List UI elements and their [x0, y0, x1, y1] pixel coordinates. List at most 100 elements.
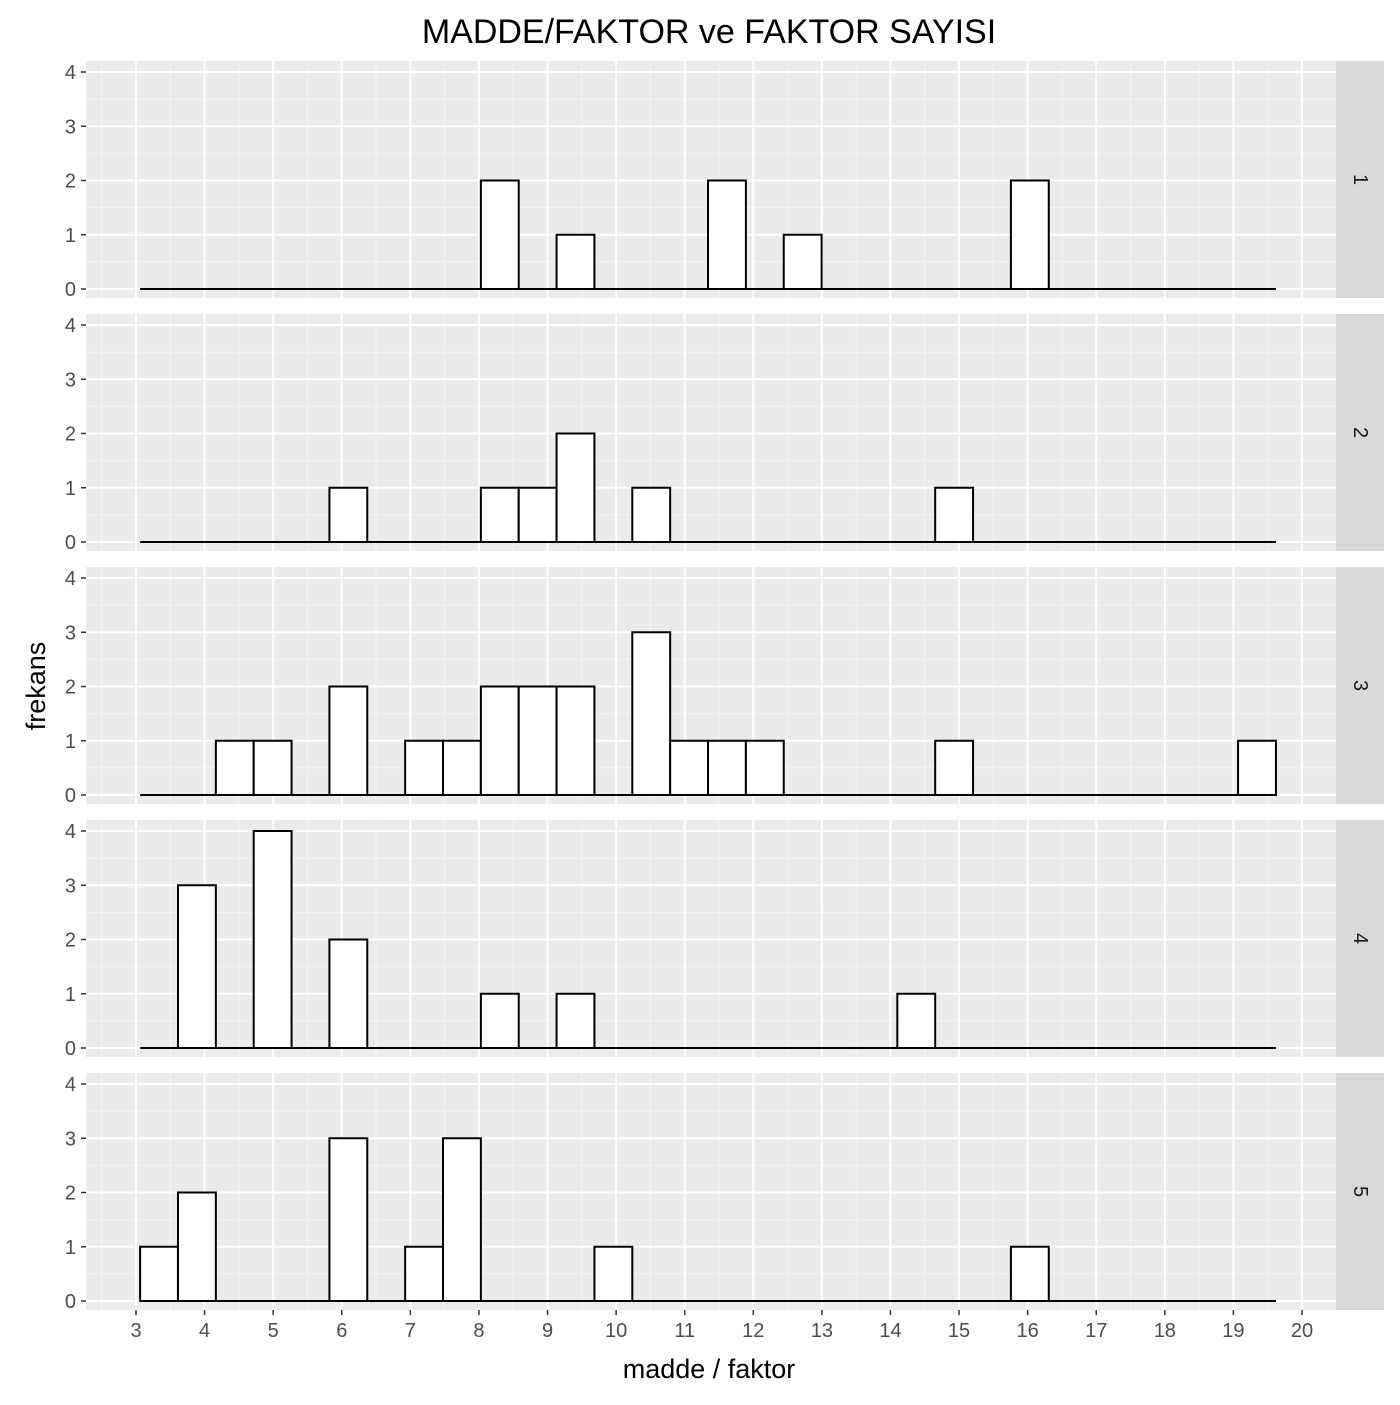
histogram-bar — [896, 992, 937, 1049]
histogram-bar — [328, 486, 369, 543]
y-tick-label: 3 — [65, 622, 76, 644]
facet-strip-label: 2 — [1349, 427, 1371, 438]
facet-panel-5: 0 1 2 3 4 5 — [65, 1073, 1384, 1313]
histogram-bar — [555, 432, 596, 543]
x-tick-label: 5 — [268, 1320, 279, 1342]
x-tick-label: 6 — [336, 1320, 347, 1342]
x-tick-label: 10 — [605, 1320, 627, 1342]
x-tick-label: 7 — [405, 1320, 416, 1342]
x-tick-label: 12 — [742, 1320, 764, 1342]
y-tick-label: 0 — [65, 1038, 76, 1060]
histogram-bar — [631, 486, 672, 543]
y-tick-label: 0 — [65, 279, 76, 301]
histogram-bar — [479, 179, 520, 290]
histogram-bar — [442, 739, 482, 796]
x-axis-title: madde / faktor — [623, 1354, 796, 1384]
y-tick-label: 0 — [65, 532, 76, 554]
histogram-bar — [555, 992, 596, 1049]
facet-strip-label: 3 — [1349, 680, 1371, 691]
histogram-bar — [744, 739, 785, 796]
x-tick-label: 15 — [948, 1320, 970, 1342]
y-tick-label: 4 — [65, 62, 76, 84]
y-tick-label: 3 — [65, 875, 76, 897]
histogram-bar — [593, 1245, 634, 1302]
histogram-bar — [404, 1245, 445, 1302]
histogram-bar — [1009, 1245, 1050, 1302]
x-tick-label: 17 — [1085, 1320, 1107, 1342]
y-tick-label: 1 — [65, 478, 76, 500]
y-tick-label: 1 — [65, 984, 76, 1006]
facet-strip — [1336, 820, 1384, 1057]
facets-layer: 0 1 2 3 4 1 0 1 2 3 4 2 0 1 2 3 4 3 0 1 2 3 4 4 0 1 2 3 4 5 — [65, 61, 1384, 1313]
y-tick-label: 0 — [65, 1291, 76, 1313]
y-tick-label: 4 — [65, 568, 76, 590]
facet-panel-2: 0 1 2 3 4 2 — [65, 314, 1384, 554]
y-tick-label: 3 — [65, 116, 76, 138]
chart-title: MADDE/FAKTOR ve FAKTOR SAYISI — [422, 13, 996, 51]
histogram-bar — [479, 685, 520, 796]
y-tick-label: 3 — [65, 1128, 76, 1150]
histogram-bar — [176, 1191, 217, 1302]
y-tick-label: 4 — [65, 1074, 76, 1096]
y-tick-label: 2 — [65, 1183, 76, 1205]
x-tick-label: 16 — [1017, 1320, 1039, 1342]
histogram-bar — [328, 1137, 369, 1302]
y-axis-title: frekans — [21, 642, 51, 731]
histogram-bar — [934, 486, 975, 543]
facet-strip — [1336, 314, 1384, 551]
histogram-bar — [139, 1245, 179, 1302]
facet-panel-1: 0 1 2 3 4 1 — [65, 61, 1384, 301]
y-tick-label: 2 — [65, 930, 76, 952]
x-tick-label: 8 — [473, 1320, 484, 1342]
y-tick-label: 1 — [65, 1237, 76, 1259]
histogram-bar — [442, 1137, 482, 1302]
x-axis: 3 4 5 6 7 8 9 10 11 12 13 14 15 16 17 18 19 20 — [130, 1310, 1313, 1342]
histogram-bar — [176, 884, 217, 1049]
facet-strip — [1336, 567, 1384, 804]
facet-panel-4: 0 1 2 3 4 4 — [65, 820, 1384, 1060]
x-tick-label: 20 — [1291, 1320, 1313, 1342]
x-tick-label: 9 — [542, 1320, 553, 1342]
histogram-bar — [707, 179, 747, 290]
histogram-bar — [214, 739, 255, 796]
y-tick-label: 4 — [65, 821, 76, 843]
x-tick-label: 19 — [1222, 1320, 1244, 1342]
y-tick-label: 2 — [65, 677, 76, 699]
histogram-bar — [555, 685, 596, 796]
y-tick-label: 2 — [65, 171, 76, 193]
histogram-bar — [517, 685, 558, 796]
histogram-bar — [328, 938, 369, 1049]
y-tick-label: 0 — [65, 785, 76, 807]
facet-strip-label: 5 — [1349, 1186, 1371, 1197]
x-tick-label: 3 — [130, 1320, 141, 1342]
facet-strip-label: 1 — [1349, 174, 1371, 185]
histogram-bar — [1237, 739, 1277, 796]
facet-strip-label: 4 — [1349, 933, 1371, 944]
x-tick-label: 11 — [674, 1320, 695, 1342]
histogram-bar — [479, 486, 520, 543]
y-tick-label: 4 — [65, 315, 76, 337]
histogram-bar — [934, 739, 975, 796]
facet-strip — [1336, 1073, 1384, 1310]
facet-panel-3: 0 1 2 3 4 3 — [65, 567, 1384, 807]
histogram-bar — [707, 739, 747, 796]
histogram-bar — [252, 739, 293, 796]
x-tick-label: 18 — [1154, 1320, 1176, 1342]
histogram-bar — [669, 739, 710, 796]
histogram-bar — [782, 233, 823, 290]
histogram-bar — [328, 685, 369, 796]
x-tick-label: 14 — [879, 1320, 901, 1342]
histogram-bar — [517, 486, 558, 543]
y-tick-label: 3 — [65, 369, 76, 391]
y-tick-label: 1 — [65, 731, 76, 753]
x-tick-label: 4 — [199, 1320, 210, 1342]
histogram-bar — [555, 233, 596, 290]
histogram-bar — [631, 631, 672, 796]
histogram-bar — [479, 992, 520, 1049]
x-tick-label: 13 — [811, 1320, 833, 1342]
histogram-bar — [404, 739, 445, 796]
y-tick-label: 2 — [65, 424, 76, 446]
y-tick-label: 1 — [65, 225, 76, 247]
